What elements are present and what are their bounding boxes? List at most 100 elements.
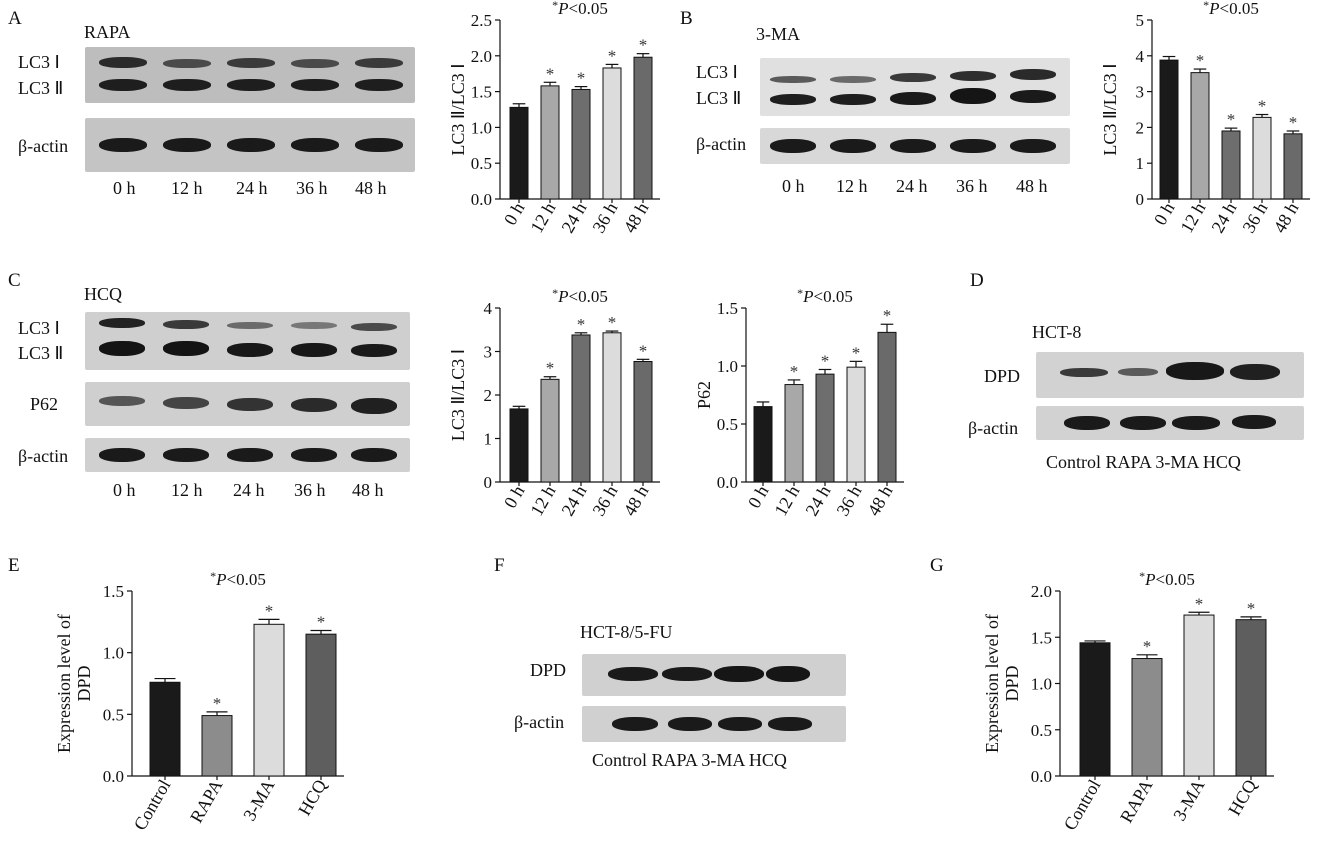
lane-label: 24 h bbox=[233, 480, 265, 500]
significance-star: * bbox=[883, 306, 892, 325]
blot-label-beta-actin: β-actin bbox=[968, 418, 1019, 438]
x-tick-label: RAPA bbox=[186, 776, 227, 826]
western-blot-dpd bbox=[1036, 352, 1304, 398]
bar bbox=[1183, 614, 1215, 777]
lane-labels: Control RAPA 3-MA HCQ bbox=[1046, 452, 1241, 472]
bar-chart-c-lc3: 0 1 2 3 4 LC3 Ⅱ/LC3 Ⅰ 0 h * 12 h * 24 h * 36 h * 48 h *… bbox=[448, 286, 660, 519]
y-tick-label: 1.0 bbox=[1031, 675, 1052, 694]
x-tick-label: 0 h bbox=[744, 482, 773, 511]
lane-label: 24 h bbox=[236, 178, 268, 198]
bar-chart-b: 0 1 2 3 4 5 LC3 Ⅱ/LC3 Ⅰ 0 h * 12 h * 24 h * 36 h * 48 h… bbox=[1100, 0, 1310, 236]
x-tick-label: RAPA bbox=[1116, 776, 1157, 826]
y-tick-label: 2 bbox=[1136, 118, 1145, 137]
blot-label-p62: P62 bbox=[30, 394, 59, 414]
bar-chart-g: 0.0 0.5 1.0 1.5 2.0 Expression level ofDPD Con… bbox=[982, 569, 1274, 834]
blot-label-lc3-2: LC3 Ⅱ bbox=[18, 343, 64, 363]
western-blot-beta-actin bbox=[1036, 406, 1304, 440]
blot-label-lc3-2: LC3 Ⅱ bbox=[696, 88, 742, 108]
x-tick-label: 0 h bbox=[500, 199, 529, 228]
y-tick-label: 1 bbox=[484, 430, 493, 449]
significance-star: * bbox=[577, 315, 586, 334]
x-tick-label: HCQ bbox=[294, 776, 330, 819]
significance-star: * bbox=[265, 601, 274, 620]
x-tick-label: 48 h bbox=[1269, 199, 1302, 236]
bar bbox=[784, 384, 804, 483]
x-tick-label: 0 h bbox=[500, 482, 529, 511]
x-tick-label: 48 h bbox=[619, 482, 652, 519]
blot-label-lc3-1: LC3 Ⅰ bbox=[696, 62, 738, 82]
western-blot-lc3 bbox=[85, 312, 410, 370]
western-blot-lc3 bbox=[85, 47, 415, 103]
x-tick-label: 36 h bbox=[588, 199, 621, 236]
treatment-label-3ma: 3-MA bbox=[756, 24, 800, 44]
x-tick-label: 12 h bbox=[1176, 199, 1209, 236]
y-tick-label: 0.5 bbox=[1031, 721, 1052, 740]
x-tick-label: 36 h bbox=[832, 482, 865, 519]
y-tick-label: 0.0 bbox=[1031, 767, 1052, 786]
bar bbox=[815, 373, 835, 483]
panel-label-d: D bbox=[970, 270, 984, 291]
significance-annotation: *P<0.05 bbox=[552, 0, 608, 18]
x-tick-label: 24 h bbox=[557, 482, 590, 519]
bar bbox=[602, 332, 622, 483]
x-tick-label: 12 h bbox=[526, 199, 559, 236]
significance-star: * bbox=[1247, 599, 1256, 618]
blot-label-beta-actin: β-actin bbox=[514, 712, 565, 732]
y-tick-label: 1.0 bbox=[717, 357, 738, 376]
bar-chart-e: 0.0 0.5 1.0 1.5 Expression level ofDPD Contro… bbox=[54, 569, 344, 834]
y-tick-label: 0.5 bbox=[717, 415, 738, 434]
x-tick-label: 36 h bbox=[1238, 199, 1271, 236]
y-tick-label: 4 bbox=[484, 299, 493, 318]
bar bbox=[149, 681, 181, 777]
y-tick-label: 2.0 bbox=[471, 47, 492, 66]
y-axis-label: Expression level ofDPD bbox=[982, 614, 1022, 753]
blot-label-lc3-1: LC3 Ⅰ bbox=[18, 318, 60, 338]
bar bbox=[509, 408, 529, 483]
bar bbox=[253, 623, 285, 777]
lane-label: 36 h bbox=[296, 178, 328, 198]
significance-star: * bbox=[821, 351, 830, 370]
western-blot-beta-actin bbox=[582, 706, 846, 742]
panel-label-f: F bbox=[494, 555, 505, 576]
y-axis-label: LC3 Ⅱ/LC3 Ⅰ bbox=[448, 349, 468, 441]
blot-label-lc3-2: LC3 Ⅱ bbox=[18, 78, 64, 98]
bar bbox=[571, 334, 591, 483]
bar bbox=[753, 406, 773, 483]
x-tick-label: 48 h bbox=[619, 199, 652, 236]
significance-star: * bbox=[546, 359, 555, 378]
bar bbox=[846, 366, 866, 483]
blot-label-beta-actin: β-actin bbox=[18, 136, 69, 156]
western-blot-p62 bbox=[85, 382, 410, 426]
bar bbox=[633, 361, 653, 483]
y-tick-label: 0.5 bbox=[103, 705, 124, 724]
western-blot-beta-actin bbox=[760, 128, 1070, 164]
significance-annotation: *P<0.05 bbox=[1203, 0, 1259, 18]
significance-star: * bbox=[577, 69, 586, 88]
western-blot-beta-actin bbox=[85, 438, 410, 472]
bar bbox=[1252, 116, 1272, 200]
x-tick-label: 3-MA bbox=[239, 776, 278, 824]
significance-annotation: *P<0.05 bbox=[797, 286, 853, 306]
bar bbox=[305, 633, 337, 777]
y-tick-label: 1.0 bbox=[103, 644, 124, 663]
panel-label-g: G bbox=[930, 555, 944, 576]
x-tick-label: HCQ bbox=[1224, 776, 1260, 819]
significance-star: * bbox=[1258, 97, 1267, 116]
significance-annotation: *P<0.05 bbox=[552, 286, 608, 306]
lane-label: 36 h bbox=[956, 176, 988, 196]
bar bbox=[1235, 619, 1267, 777]
significance-star: * bbox=[213, 694, 222, 713]
x-tick-label: 36 h bbox=[588, 482, 621, 519]
significance-annotation: *P<0.05 bbox=[210, 569, 266, 589]
lane-label: 0 h bbox=[113, 178, 136, 198]
blot-label-dpd: DPD bbox=[530, 660, 567, 680]
x-tick-label: 3-MA bbox=[1169, 776, 1208, 824]
lane-label: 24 h bbox=[896, 176, 928, 196]
bar bbox=[1079, 642, 1111, 777]
x-tick-label: 48 h bbox=[863, 482, 896, 519]
blot-label-lc3-1: LC3 Ⅰ bbox=[18, 52, 60, 72]
y-axis-label: P62 bbox=[694, 381, 714, 409]
bar bbox=[1131, 658, 1163, 777]
treatment-label-rapa: RAPA bbox=[84, 22, 131, 42]
western-blot-dpd bbox=[582, 654, 846, 696]
